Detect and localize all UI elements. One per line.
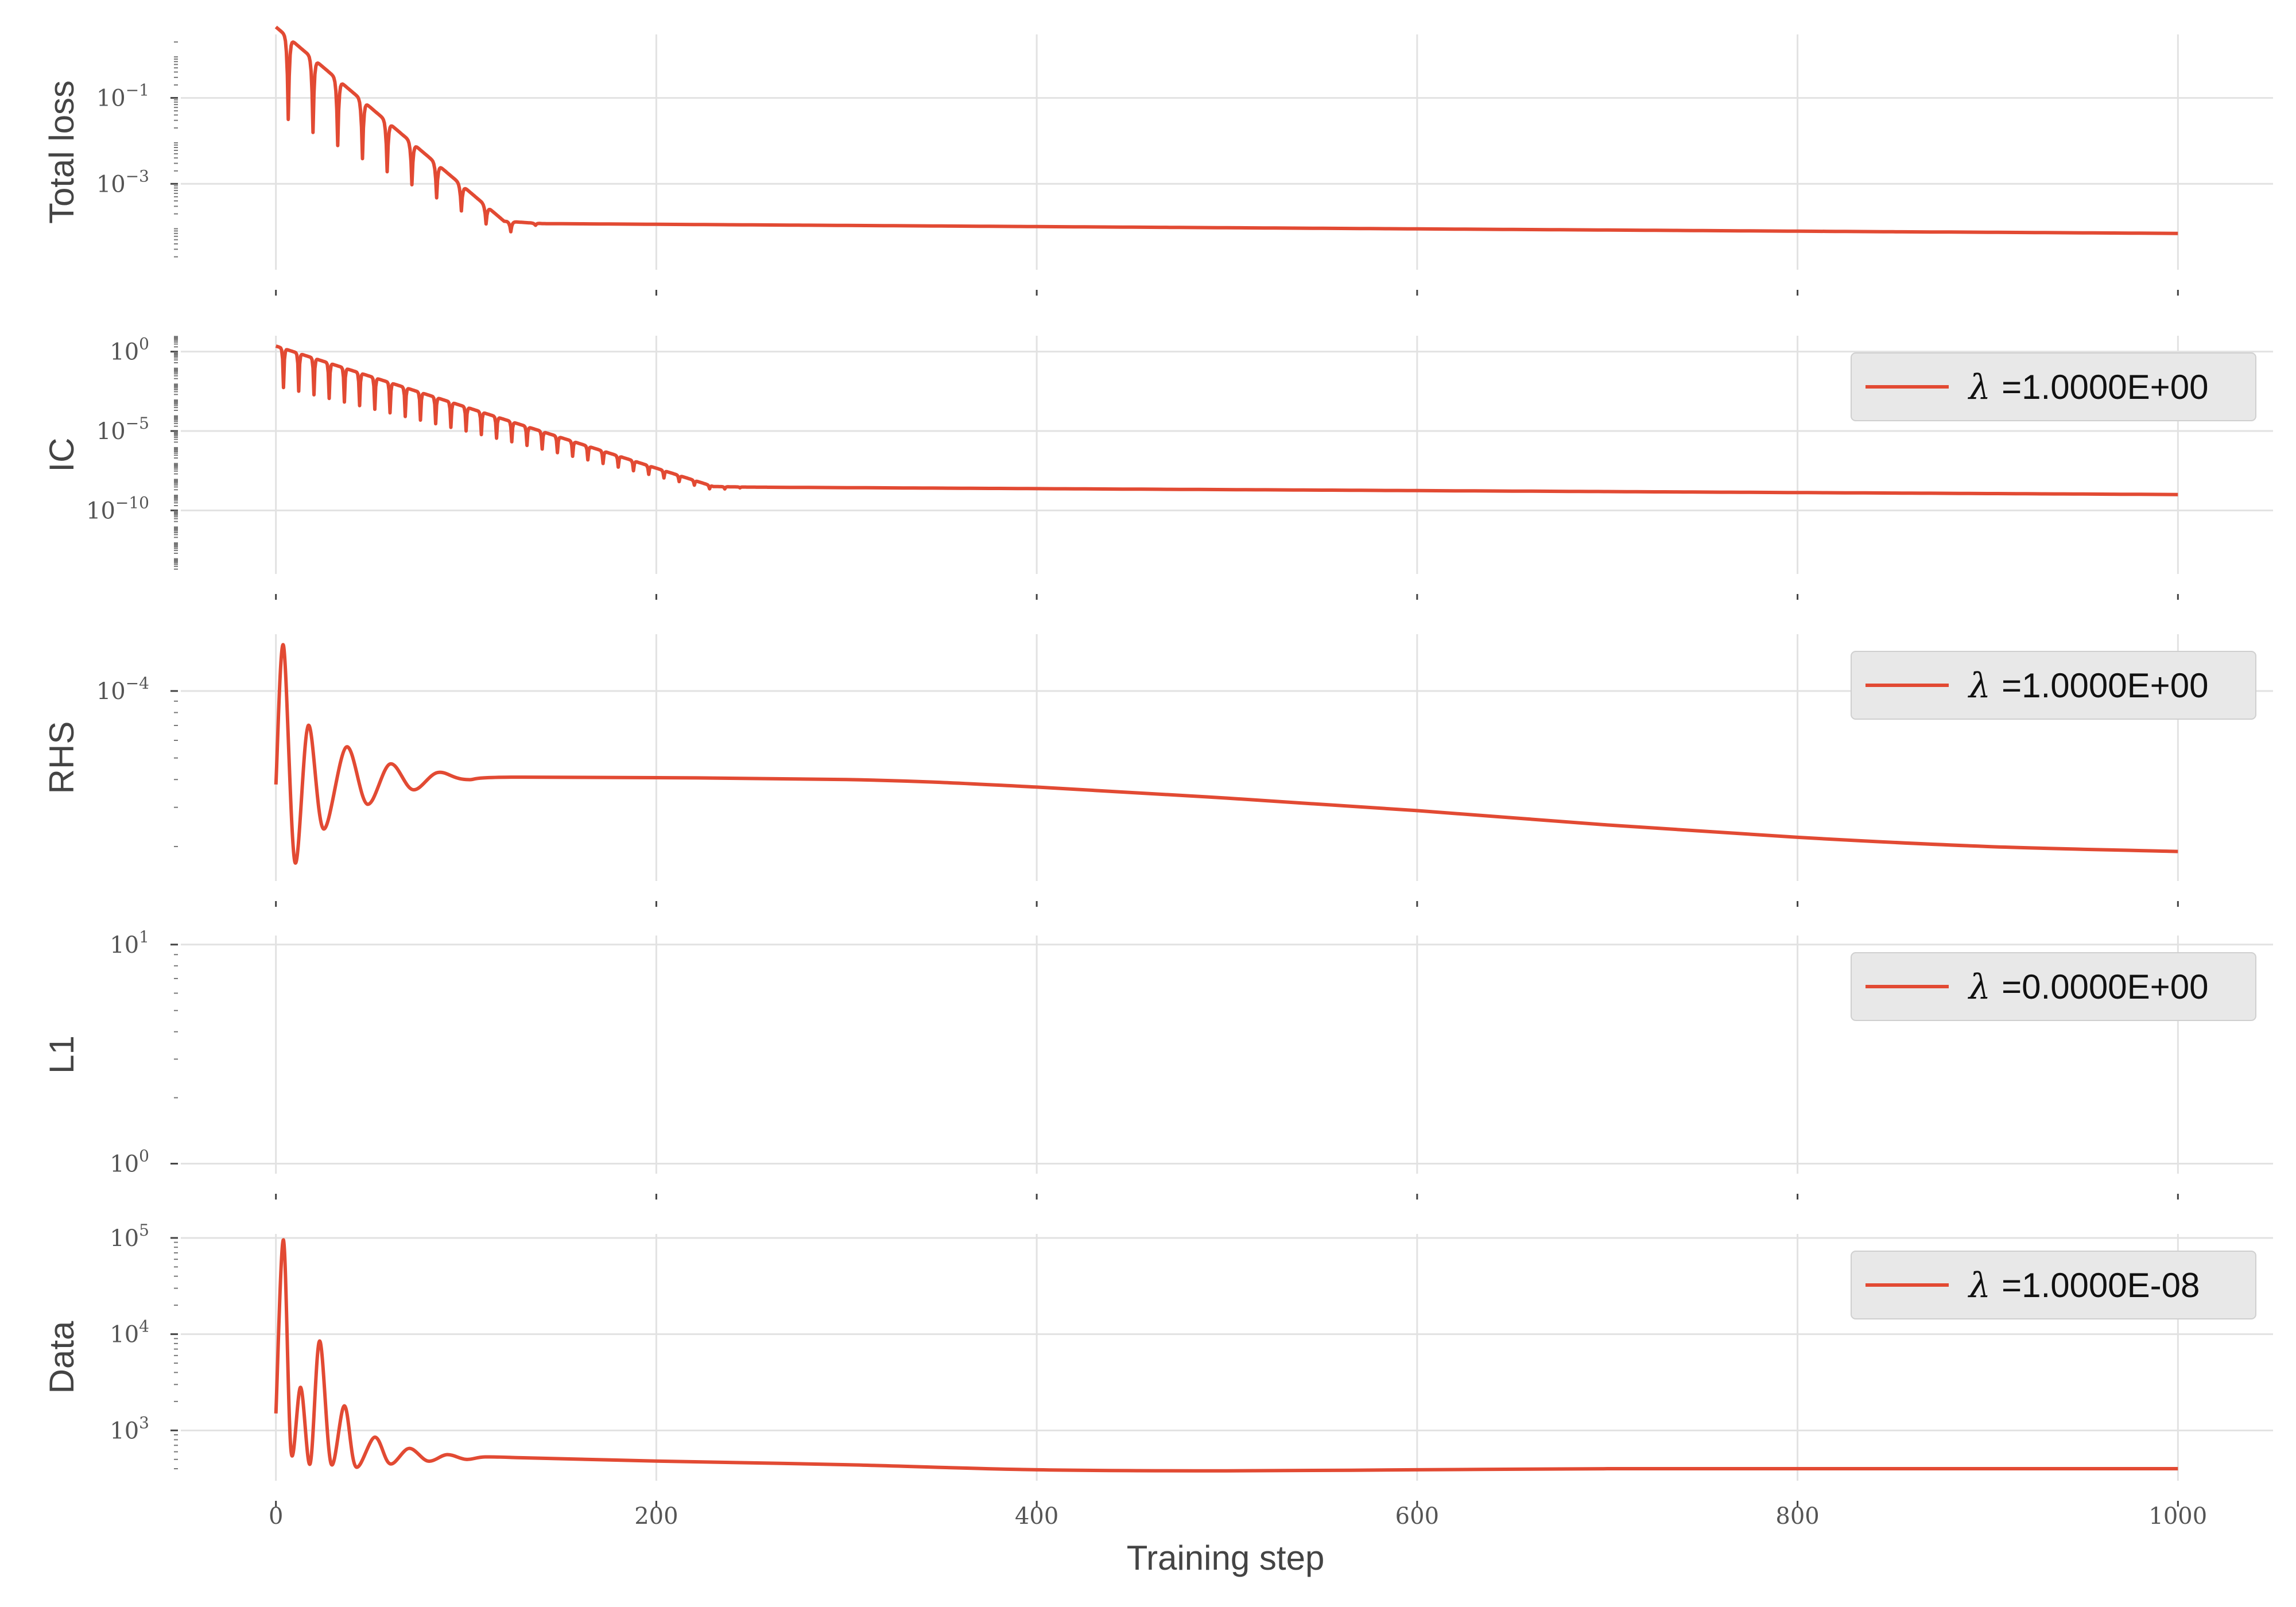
legend: λ =1.0000E-08 <box>1851 1251 2256 1319</box>
legend-label: λ =1.0000E-08 <box>1968 1266 2200 1306</box>
y-axis-label: Total loss <box>42 80 81 224</box>
legend-box <box>1851 952 2256 1021</box>
subplot-1: 10−1 10−3 Total loss <box>42 25 2273 296</box>
y-tick-label: 104 <box>110 1317 149 1348</box>
y-tick-label: 100 <box>110 335 149 366</box>
x-axis-label: Training step <box>1127 1539 1325 1577</box>
y-tick-label: 10−1 <box>96 81 149 112</box>
y-tick-label: 101 <box>110 927 149 958</box>
y-tick-label: 105 <box>110 1221 149 1252</box>
legend: λ =1.0000E+00 <box>1851 352 2256 421</box>
x-tick-label: 1000 <box>2148 1503 2207 1530</box>
subplot-3: 10−4 RHS λ =1.0000E+00 <box>42 634 2273 907</box>
y-tick-label: 10−5 <box>96 414 149 445</box>
legend-box <box>1851 352 2256 421</box>
y-tick-label: 10−4 <box>96 674 149 705</box>
x-tick-label: 0 <box>269 1503 283 1530</box>
y-axis-label: Data <box>42 1321 81 1393</box>
series-line-1 <box>275 344 2178 496</box>
legend-box <box>1851 651 2256 720</box>
legend: λ =1.0000E+00 <box>1851 651 2256 720</box>
legend: λ =0.0000E+00 <box>1851 952 2256 1021</box>
y-tick-label: 100 <box>110 1147 149 1178</box>
y-tick-label: 103 <box>110 1413 149 1444</box>
series-line-1 <box>274 643 2178 865</box>
series-line-1 <box>274 1238 2178 1473</box>
series-line-1 <box>274 25 2178 235</box>
y-axis-label: L1 <box>42 1035 81 1074</box>
legend-label: λ =0.0000E+00 <box>1968 967 2208 1007</box>
legend-label: λ =1.0000E+00 <box>1968 367 2208 407</box>
x-tick-label: 200 <box>634 1503 678 1530</box>
x-tick-label: 800 <box>1775 1503 1819 1530</box>
x-tick-label: 400 <box>1015 1503 1058 1530</box>
x-tick-label: 600 <box>1395 1503 1439 1530</box>
subplot-5: 105 104 103 Data λ =1.0000E-08 <box>42 1221 2273 1507</box>
y-tick-label: 10−3 <box>96 166 149 197</box>
y-axis-label: IC <box>42 438 81 472</box>
legend-box <box>1851 1251 2256 1319</box>
legend-label: λ =1.0000E+00 <box>1968 666 2208 706</box>
y-tick-label: 10−10 <box>86 493 149 524</box>
y-axis-label: RHS <box>42 721 81 794</box>
subplot-4: 101 100 L1 λ =0.0000E+00 <box>42 927 2273 1200</box>
